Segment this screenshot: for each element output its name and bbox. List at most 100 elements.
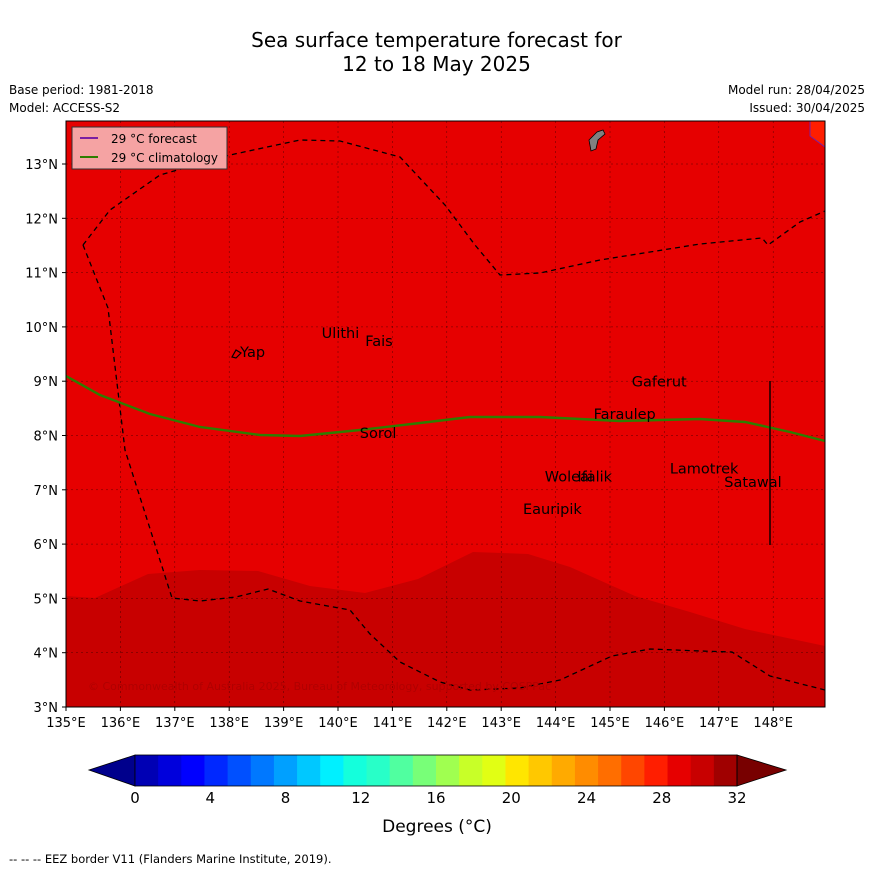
lon-tick-label: 145°E — [590, 716, 630, 731]
colorbar-min-arrow — [87, 754, 136, 787]
guam-island — [588, 129, 606, 152]
title-line-1: Sea surface temperature forecast for — [251, 28, 622, 52]
colorbar-segment — [713, 755, 738, 786]
colorbar-segment — [551, 755, 576, 786]
colorbar-tick-label: 8 — [281, 789, 291, 807]
place-label: Woleai — [545, 470, 593, 486]
colorbar-segment — [598, 755, 622, 786]
map-title: Sea surface temperature forecast for 12 … — [0, 28, 873, 76]
lon-tick-label: 146°E — [645, 716, 685, 731]
lat-tick-label: 10°N — [25, 321, 58, 336]
colorbar: 0 4 8 12 16 20 24 28 32 — [87, 754, 788, 807]
meta-right: Model run: 28/04/2025 Issued: 30/04/2025 — [728, 81, 865, 117]
colorbar-tick-label: 24 — [577, 789, 596, 807]
lon-tick-label: 139°E — [264, 716, 304, 731]
legend-forecast-label: 29 °C forecast — [111, 132, 197, 146]
colorbar-segment — [690, 755, 715, 786]
lat-tick-label: 4°N — [34, 647, 59, 662]
lat-tick-label: 13°N — [25, 158, 58, 173]
place-label: Fais — [365, 334, 392, 350]
lon-tick-label: 136°E — [101, 716, 141, 731]
lon-tick-label: 143°E — [481, 716, 521, 731]
lon-tick-label: 135°E — [46, 716, 86, 731]
place-label: Sorol — [360, 426, 397, 442]
place-label: Gaferut — [632, 375, 687, 391]
copyright-text: © Commonwealth of Australia 2025, Bureau… — [88, 680, 551, 693]
title-line-2: 12 to 18 May 2025 — [342, 52, 531, 76]
lat-tick-label: 8°N — [34, 430, 59, 445]
map-plot-area: Yap Ulithi Fais Gaferut Faraulep Sorol WoleaiI… — [66, 121, 825, 707]
lon-tick-label: 144°E — [536, 716, 576, 731]
longitude-axis: 135°E 136°E 137°E 138°E 139°E 140°E 141°E 142°E… — [46, 707, 793, 731]
colorbar-segment — [528, 755, 553, 786]
lon-tick-label: 147°E — [699, 716, 739, 731]
lat-tick-label: 5°N — [34, 592, 59, 607]
plot-frame — [65, 120, 826, 708]
colorbar-segment — [459, 755, 483, 786]
colorbar-tick-label: 12 — [351, 789, 370, 807]
place-label: Eauripik — [523, 502, 582, 518]
colorbar-segment — [482, 755, 506, 786]
colorbar-tick-label: 28 — [652, 789, 671, 807]
colorbar-segment — [343, 755, 368, 786]
colorbar-tick-label: 4 — [205, 789, 215, 807]
colorbar-segment — [297, 755, 321, 786]
base-period: Base period: 1981-2018 — [9, 83, 154, 97]
lat-tick-label: 3°N — [34, 701, 59, 716]
place-label: Faraulep — [594, 407, 656, 423]
legend-box: 29 °C forecast 29 °C climatology — [71, 126, 228, 170]
place-labels: Yap Ulithi Fais Gaferut Faraulep Sorol WoleaiI… — [239, 326, 782, 518]
eez-footnote: -- -- -- EEZ border V11 (Flanders Marine… — [9, 852, 332, 866]
lon-tick-label: 138°E — [209, 716, 249, 731]
lon-tick-label: 148°E — [753, 716, 793, 731]
sst-30-31-region — [66, 552, 825, 707]
colorbar-segment — [505, 755, 530, 786]
legend-background — [71, 126, 228, 170]
colorbar-segment — [574, 755, 599, 786]
lat-tick-label: 7°N — [34, 484, 59, 499]
colorbar-segment — [644, 755, 669, 786]
colorbar-segment — [158, 755, 182, 786]
colorbar-segment — [227, 755, 252, 786]
colorbar-segment — [320, 755, 344, 786]
colorbar-segment — [621, 755, 645, 786]
model-name: Model: ACCESS-S2 — [9, 101, 121, 115]
colorbar-segment — [436, 755, 460, 786]
place-label: Ulithi — [322, 326, 360, 342]
colorbar-tick-label: 16 — [426, 789, 445, 807]
legend-climatology-label: 29 °C climatology — [111, 151, 218, 165]
lon-tick-label: 141°E — [373, 716, 413, 731]
place-label: Ifalik — [577, 470, 612, 486]
latitude-axis: 13°N 12°N 11°N 10°N 9°N 8°N 7°N 6°N 5°N 4°N 3°N — [25, 158, 66, 716]
lon-tick-label: 142°E — [427, 716, 467, 731]
colorbar-tick-label: 32 — [727, 789, 746, 807]
sst-cooler-corner — [809, 121, 825, 148]
place-label: Yap — [239, 345, 265, 361]
lat-tick-label: 6°N — [34, 538, 59, 553]
colorbar-tick-label: 0 — [130, 789, 140, 807]
lat-tick-label: 9°N — [34, 375, 59, 390]
lat-tick-label: 11°N — [25, 267, 58, 282]
place-label: Satawal — [724, 475, 781, 491]
colorbar-segment — [273, 755, 298, 786]
climatology-29c-contour — [66, 374, 825, 443]
colorbar-segment — [204, 755, 229, 786]
colorbar-segment — [250, 755, 275, 786]
lon-tick-label: 140°E — [318, 716, 358, 731]
colorbar-segment — [667, 755, 692, 786]
colorbar-segment — [135, 755, 159, 786]
lon-tick-label: 137°E — [155, 716, 195, 731]
meta-left: Base period: 1981-2018 Model: ACCESS-S2 — [9, 81, 154, 117]
yap-island — [231, 349, 242, 359]
model-run: Model run: 28/04/2025 — [727, 83, 865, 97]
colorbar-tick-label: 20 — [502, 789, 521, 807]
colorbar-max-arrow — [736, 754, 788, 787]
place-label: Lamotrek — [670, 462, 739, 478]
colorbar-segment — [389, 755, 414, 786]
issued-date: Issued: 30/04/2025 — [749, 101, 865, 115]
colorbar-segment — [412, 755, 437, 786]
colorbar-segment — [181, 755, 205, 786]
lat-tick-label: 12°N — [25, 212, 58, 227]
colorbar-frame — [134, 754, 738, 787]
